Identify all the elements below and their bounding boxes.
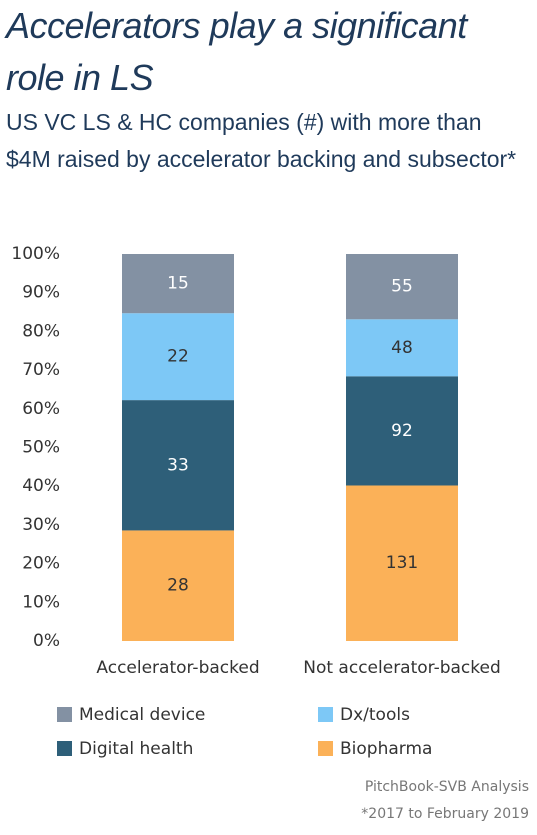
source: PitchBook-SVB Analysis: [364, 779, 529, 795]
y-tick-label: 80%: [22, 321, 60, 341]
data-label: 55: [391, 277, 413, 297]
bar-segment: [346, 376, 458, 486]
bar-segment: [346, 319, 458, 377]
legend-label: Biopharma: [340, 739, 432, 759]
y-tick-label: 30%: [22, 515, 60, 535]
data-label: 48: [391, 338, 413, 358]
legend-swatch: [318, 741, 333, 756]
bar-segment: [122, 313, 234, 401]
data-label: 92: [391, 421, 413, 441]
y-tick-label: 100%: [11, 244, 60, 264]
bar-segment: [122, 400, 234, 531]
footnote: *2017 to February 2019: [361, 806, 529, 822]
legend-label: Dx/tools: [340, 705, 410, 725]
y-tick-label: 20%: [22, 554, 60, 574]
data-label: 131: [386, 553, 418, 573]
y-tick-label: 50%: [22, 438, 60, 458]
legend-swatch: [57, 741, 72, 756]
chart-title: Accelerators play a significant role in …: [6, 5, 467, 98]
data-label: 33: [167, 455, 189, 475]
y-tick-label: 40%: [22, 476, 60, 496]
y-tick-label: 60%: [22, 399, 60, 419]
data-label: 22: [167, 347, 189, 367]
y-tick-label: 10%: [22, 592, 60, 612]
x-tick-label: Not accelerator-backed: [303, 658, 501, 678]
legend-swatch: [57, 707, 72, 722]
data-label: 15: [167, 274, 189, 294]
bar-segment: [122, 254, 234, 314]
bar-segment: [346, 254, 458, 320]
y-tick-label: 70%: [22, 360, 60, 380]
legend-label: Digital health: [79, 739, 193, 759]
bar-segment: [346, 485, 458, 641]
legend-swatch: [318, 707, 333, 722]
data-label: 28: [167, 576, 189, 596]
chart-subtitle: US VC LS & HC companies (#) with more th…: [6, 109, 517, 172]
bar-segment: [122, 530, 234, 641]
y-tick-label: 0%: [33, 631, 60, 651]
y-tick-label: 90%: [22, 283, 60, 303]
x-tick-label: Accelerator-backed: [96, 658, 259, 678]
legend-label: Medical device: [79, 705, 205, 725]
